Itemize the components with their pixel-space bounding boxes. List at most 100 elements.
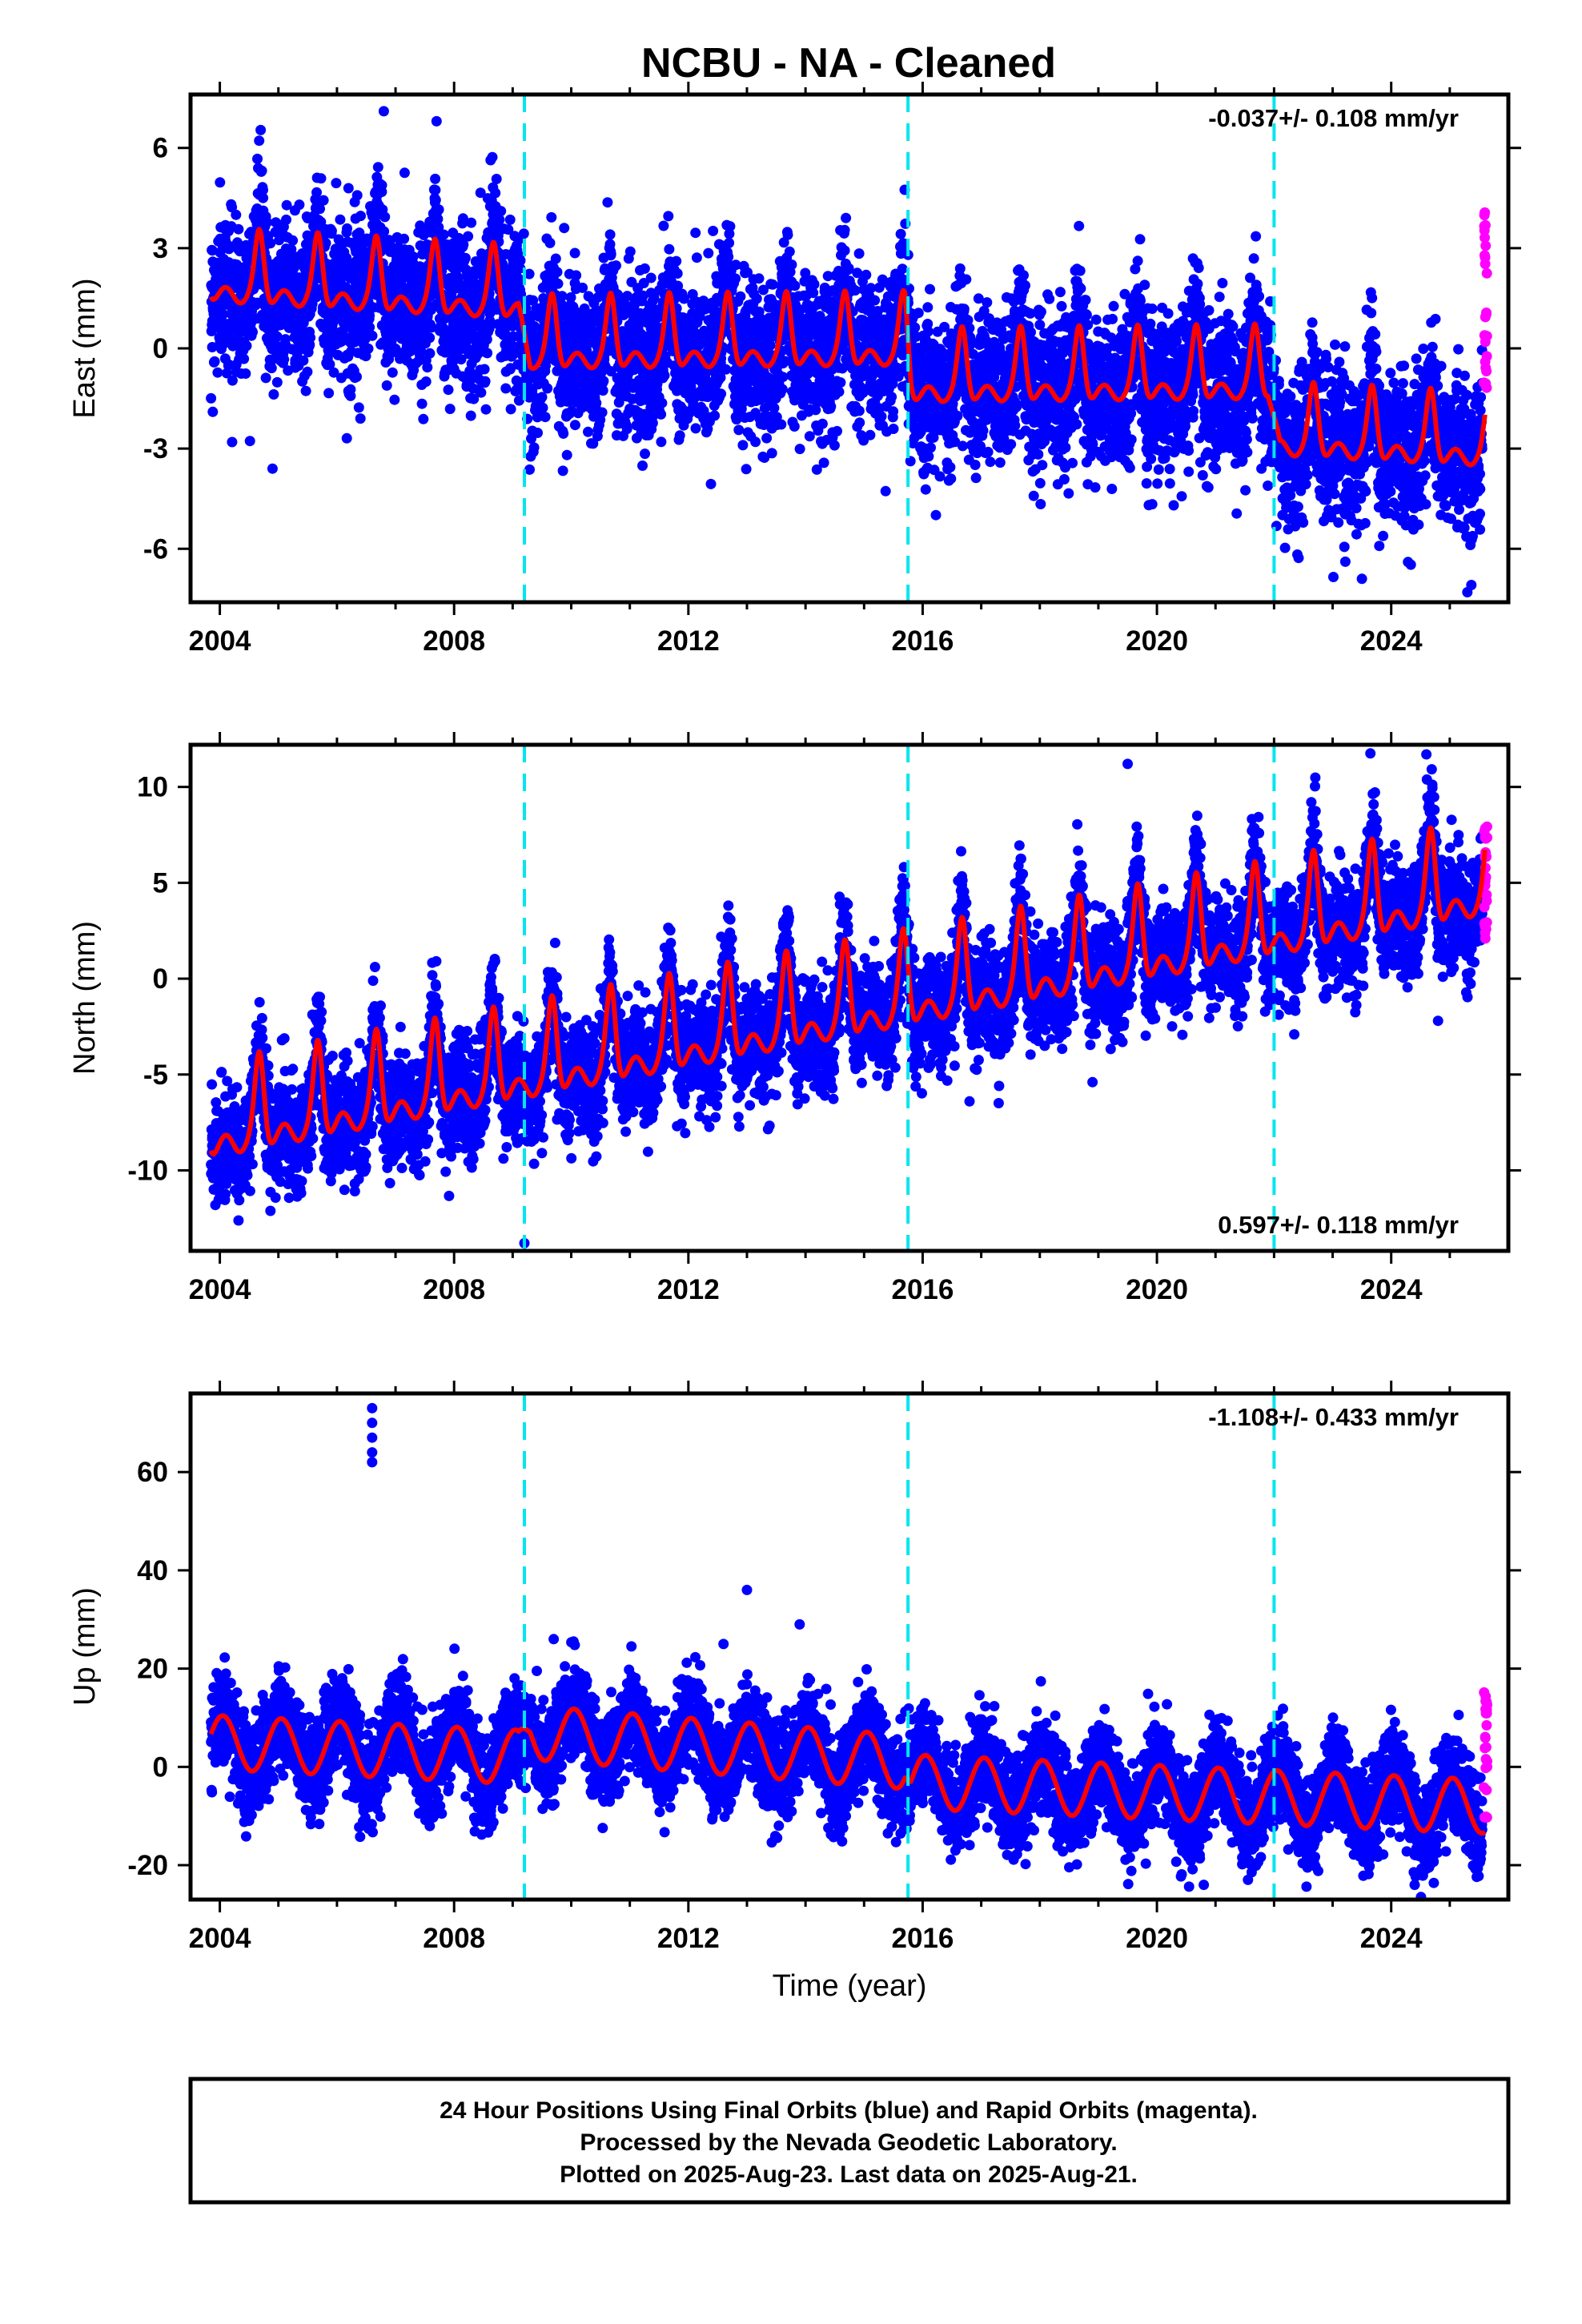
- data-point: [647, 417, 658, 428]
- data-point: [994, 457, 1006, 468]
- data-point: [432, 214, 444, 224]
- data-point: [239, 353, 250, 364]
- data-point: [256, 165, 267, 176]
- data-point: [637, 290, 648, 301]
- data-point: [300, 385, 311, 396]
- data-point: [804, 431, 815, 442]
- data-point: [561, 449, 572, 460]
- data-point: [468, 393, 480, 404]
- data-point: [503, 224, 514, 235]
- data-point: [494, 214, 505, 225]
- data-point: [513, 273, 524, 284]
- data-point: [978, 425, 989, 436]
- data-point: [913, 308, 924, 319]
- data-point: [254, 135, 265, 147]
- data-point: [926, 442, 936, 453]
- data-point: [542, 383, 553, 394]
- data-point: [920, 484, 931, 495]
- data-point: [888, 406, 899, 417]
- data-point: [207, 342, 218, 352]
- data-point: [639, 263, 650, 274]
- data-point: [343, 183, 354, 194]
- data-point: [331, 178, 342, 189]
- data-point: [817, 418, 828, 429]
- data-point: [422, 362, 433, 373]
- data-point: [484, 323, 495, 334]
- data-point: [387, 367, 398, 378]
- data-point: [381, 380, 392, 391]
- data-point: [240, 368, 251, 379]
- data-point: [674, 430, 685, 441]
- data-point: [351, 190, 363, 201]
- data-point: [832, 425, 842, 436]
- data-point: [480, 404, 492, 415]
- data-point: [559, 223, 570, 234]
- data-point: [463, 231, 474, 242]
- data-point: [389, 394, 400, 405]
- data-point: [777, 384, 788, 395]
- data-point: [227, 375, 238, 386]
- data-point: [724, 237, 735, 248]
- data-point: [364, 322, 375, 333]
- data-point: [311, 187, 322, 198]
- data-point: [861, 269, 872, 280]
- data-point: [363, 343, 374, 354]
- data-point: [957, 440, 968, 452]
- data-point: [218, 308, 228, 320]
- data-point: [786, 259, 797, 270]
- data-point: [839, 245, 850, 256]
- data-point: [621, 424, 632, 435]
- data-point: [970, 472, 982, 484]
- data-point: [767, 279, 778, 290]
- data-point: [961, 274, 972, 285]
- data-point: [416, 345, 427, 356]
- data-point: [624, 246, 636, 257]
- data-point: [268, 389, 279, 400]
- data-point: [255, 124, 267, 135]
- data-point: [672, 268, 683, 279]
- data-point: [656, 436, 667, 448]
- data-point: [287, 235, 299, 246]
- data-point: [318, 195, 329, 206]
- data-point: [876, 411, 887, 422]
- data-point: [266, 363, 277, 374]
- data-point: [524, 464, 535, 475]
- data-point: [481, 334, 492, 345]
- data-point: [591, 397, 602, 408]
- data-point: [769, 403, 780, 413]
- data-point: [247, 327, 258, 338]
- data-point: [515, 263, 526, 274]
- data-point: [839, 224, 850, 235]
- data-point: [853, 405, 865, 416]
- data-point: [598, 376, 609, 387]
- data-point: [708, 225, 719, 236]
- data-point: [424, 332, 436, 344]
- data-point: [281, 214, 291, 225]
- data-point: [364, 310, 375, 321]
- data-point: [730, 273, 741, 284]
- data-point: [565, 292, 576, 303]
- data-point: [638, 278, 649, 288]
- data-point: [897, 263, 908, 275]
- data-point: [252, 153, 263, 164]
- data-point: [479, 364, 490, 375]
- data-point: [323, 388, 335, 399]
- data-point: [723, 251, 734, 263]
- data-point: [212, 367, 223, 378]
- data-point: [1006, 439, 1017, 450]
- data-point: [605, 248, 616, 259]
- data-point: [869, 295, 881, 306]
- data-point: [456, 354, 467, 365]
- data-point: [544, 237, 556, 248]
- data-point: [433, 222, 444, 233]
- data-point: [443, 384, 454, 396]
- data-point: [518, 228, 529, 239]
- data-point: [487, 151, 498, 163]
- data-point: [922, 326, 934, 337]
- data-point: [725, 221, 736, 232]
- data-point: [475, 187, 486, 199]
- data-point: [420, 376, 432, 387]
- data-point: [550, 253, 561, 264]
